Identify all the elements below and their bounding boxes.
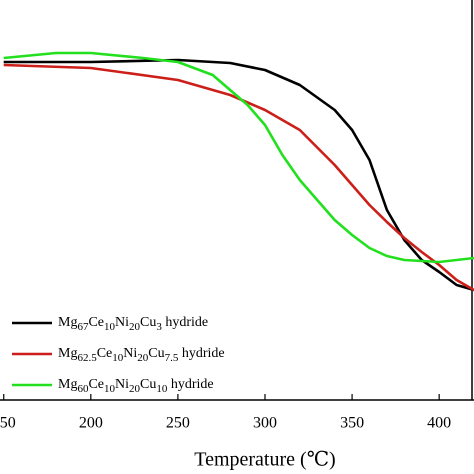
text-part: Cu [140,377,156,392]
text-part: Ni [123,346,137,361]
text-part: Ni [115,315,129,330]
text-part: Cu [148,346,164,361]
subscript: 10 [156,383,168,395]
text-part: Mg [58,315,77,330]
subscript: 62.5 [77,352,97,364]
text-part: Ce [88,377,104,392]
x-tick-label: 350 [340,415,364,432]
x-tick-label: 250 [166,415,190,432]
x-tick-label: 200 [79,415,103,432]
subscript: 67 [77,321,89,333]
text-part: Ce [97,346,113,361]
text-part: Ni [115,377,129,392]
x-axis-title: Temperature (℃) [194,449,335,471]
subscript: 3 [156,321,162,333]
legend-label: Mg62.5Ce10Ni20Cu7.5 hydride [58,346,225,363]
text-part: Cu [140,315,156,330]
x-tick-label: 400 [427,415,451,432]
text-part: Mg [58,346,77,361]
series-line [3,58,474,292]
text-part: Ce [88,315,104,330]
subscript: 10 [104,383,116,395]
legend-label: Mg60Ce10Ni20Cu10 hydride [58,377,214,394]
subscript: 20 [137,352,149,364]
text-part: Mg [58,377,77,392]
text-part: hydride [162,315,208,330]
x-tick-label: 300 [253,415,277,432]
subscript: 20 [129,383,141,395]
series-line [3,51,474,264]
subscript: 10 [104,321,116,333]
subscript: 60 [77,383,89,395]
text-part: hydride [167,377,213,392]
x-tick-label: 150 [0,415,16,432]
subscript: 7.5 [165,352,179,364]
legend-label: Mg67Ce10Ni20Cu3 hydride [58,315,208,332]
subscript: 20 [129,321,141,333]
subscript: 10 [112,352,124,364]
text-part: hydride [178,346,224,361]
